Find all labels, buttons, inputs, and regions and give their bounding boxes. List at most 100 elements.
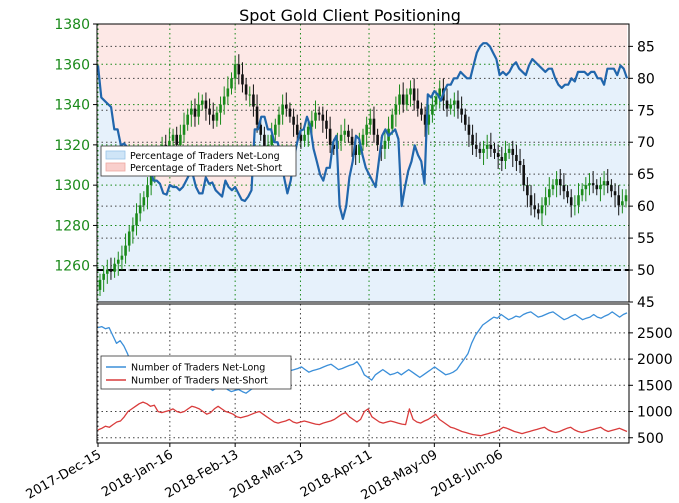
candle-body bbox=[398, 94, 401, 105]
left-axis-label: 1320 bbox=[54, 138, 90, 154]
x-axis-label: 2018-Jun-06 bbox=[429, 447, 506, 500]
candle-body bbox=[365, 124, 368, 135]
candle-body bbox=[515, 154, 518, 161]
candle-body bbox=[624, 195, 628, 202]
candle-body bbox=[259, 124, 263, 135]
candle-body bbox=[507, 148, 511, 153]
net-long-area bbox=[98, 43, 627, 302]
candle-body bbox=[591, 183, 595, 186]
candle-body bbox=[190, 108, 193, 115]
right-axis-label: 55 bbox=[637, 231, 655, 247]
candle-body bbox=[226, 88, 230, 97]
candle-body bbox=[215, 112, 219, 121]
candle-body bbox=[124, 245, 127, 256]
candle-body bbox=[416, 100, 420, 109]
candle-body bbox=[566, 191, 569, 198]
legend-swatch bbox=[105, 150, 126, 160]
candle-body bbox=[306, 126, 310, 135]
candle-body bbox=[135, 213, 138, 226]
right-axis-label: 60 bbox=[637, 199, 655, 215]
candle-body bbox=[420, 108, 423, 115]
candle-body bbox=[325, 120, 328, 129]
candle-body bbox=[328, 128, 332, 145]
candle-body bbox=[120, 255, 124, 260]
candle-body bbox=[533, 205, 536, 210]
candle-body bbox=[518, 160, 522, 166]
candle-body bbox=[310, 120, 314, 127]
net-short-count-line bbox=[97, 401, 628, 437]
candle-body bbox=[186, 114, 189, 125]
candle-body bbox=[390, 114, 394, 129]
candle-body bbox=[244, 84, 248, 95]
candle-body bbox=[463, 114, 467, 125]
candle-body bbox=[237, 64, 241, 75]
legend-label: Number of Traders Net-Long bbox=[131, 363, 265, 374]
candle-body bbox=[204, 100, 208, 109]
right-axis-label: 2500 bbox=[637, 326, 673, 342]
candle-body bbox=[405, 94, 409, 105]
candle-body bbox=[401, 94, 405, 105]
candle-body bbox=[372, 118, 376, 135]
candle-body bbox=[233, 64, 237, 79]
candle-body bbox=[602, 181, 606, 186]
candle-body bbox=[434, 96, 438, 105]
candle-body bbox=[354, 144, 357, 155]
candle-body bbox=[544, 197, 547, 206]
candle-body bbox=[474, 144, 478, 149]
net-long-pct-line bbox=[96, 42, 629, 220]
left-axis-label: 1340 bbox=[54, 98, 90, 114]
candle-body bbox=[573, 205, 577, 207]
right-axis-label: 50 bbox=[637, 263, 655, 279]
candle-body bbox=[168, 140, 171, 149]
right-axis-label: 1500 bbox=[637, 378, 673, 394]
right-axis-label: 65 bbox=[637, 167, 655, 183]
candle-body bbox=[478, 148, 482, 153]
candle-body bbox=[376, 134, 379, 145]
right-axis-label: 45 bbox=[637, 295, 655, 311]
candle-body bbox=[558, 179, 562, 186]
candle-body bbox=[529, 195, 533, 206]
candle-body bbox=[277, 114, 281, 125]
x-axis-label: 2018-Mar-13 bbox=[227, 447, 306, 501]
candle-body bbox=[270, 134, 273, 145]
candle-body bbox=[255, 106, 259, 125]
right-axis-label: 500 bbox=[637, 431, 664, 447]
candle-body bbox=[489, 144, 493, 149]
candle-body bbox=[540, 205, 544, 214]
candle-body bbox=[332, 144, 336, 149]
candle-body bbox=[617, 195, 620, 206]
legend-label: Percentage of Traders Net-Short bbox=[130, 163, 282, 174]
candle-body bbox=[595, 185, 599, 190]
candle-body bbox=[321, 114, 325, 121]
candle-body bbox=[138, 205, 142, 214]
candle-body bbox=[599, 185, 602, 190]
candle-body bbox=[179, 134, 182, 145]
candle-body bbox=[211, 114, 215, 121]
candle-body bbox=[113, 263, 116, 272]
candle-body bbox=[142, 197, 146, 206]
candle-body bbox=[175, 134, 179, 145]
left-axis-label: 1360 bbox=[54, 57, 90, 73]
candle-body bbox=[339, 134, 343, 141]
candle-body bbox=[109, 269, 113, 272]
candle-body bbox=[116, 259, 120, 264]
candle-body bbox=[551, 185, 555, 190]
right-axis-label: 2000 bbox=[637, 352, 673, 368]
count-panel-frame bbox=[96, 303, 630, 444]
left-axis-label: 1300 bbox=[54, 178, 90, 194]
candle-body bbox=[317, 112, 321, 115]
candle-body bbox=[504, 152, 507, 161]
candle-body bbox=[230, 78, 233, 89]
candle-body bbox=[361, 134, 365, 145]
candle-body bbox=[555, 179, 558, 186]
candle-body bbox=[241, 74, 244, 85]
candle-body bbox=[610, 185, 613, 192]
legend-label: Number of Traders Net-Short bbox=[131, 376, 268, 387]
candle-body bbox=[493, 148, 496, 153]
candle-body bbox=[482, 148, 485, 153]
candle-body bbox=[427, 114, 431, 125]
right-axis-label: 75 bbox=[637, 103, 655, 119]
candle-body bbox=[456, 100, 460, 109]
candle-body bbox=[522, 165, 526, 186]
